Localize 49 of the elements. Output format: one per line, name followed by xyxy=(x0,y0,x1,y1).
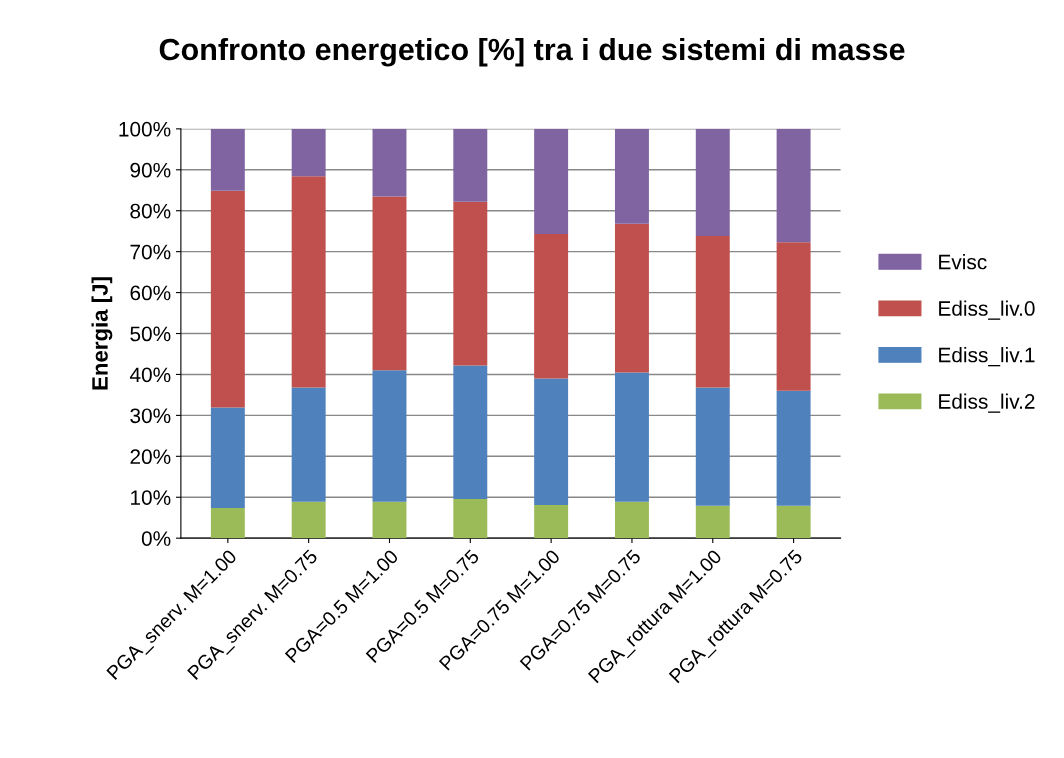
bar xyxy=(291,501,326,539)
bar xyxy=(776,128,811,243)
bar xyxy=(614,501,649,539)
bar xyxy=(372,501,407,539)
bar xyxy=(453,128,488,202)
y-tick-label: 100% xyxy=(119,121,171,137)
bar xyxy=(614,223,649,373)
bar xyxy=(372,370,407,502)
bar xyxy=(534,378,569,506)
bar xyxy=(695,236,730,388)
bar xyxy=(534,505,569,539)
y-tick-label: 30% xyxy=(130,408,171,424)
y-tick-label: 90% xyxy=(130,162,171,178)
y-tick-label: 40% xyxy=(129,367,171,383)
y-axis-title: Energia [J] xyxy=(91,277,113,390)
bar xyxy=(776,242,811,391)
bar xyxy=(695,128,730,237)
bar xyxy=(453,365,488,499)
y-tick-label: 70% xyxy=(130,244,171,260)
y-tick-label: 0% xyxy=(141,531,171,546)
bar xyxy=(210,190,245,408)
bar xyxy=(534,128,569,235)
bar xyxy=(372,128,407,197)
y-tick-label: 50% xyxy=(130,326,171,342)
chart-title: Confronto energetico [%] tra i due sistemi di masse xyxy=(159,37,905,67)
bar xyxy=(210,507,245,539)
bar xyxy=(534,234,569,379)
bar xyxy=(453,498,488,539)
bar xyxy=(291,128,326,177)
y-tick-label: 10% xyxy=(131,490,171,505)
bar xyxy=(614,372,649,502)
legend-label: Ediss_liv.2 xyxy=(939,393,1035,413)
legend-label: Ediss_liv.0 xyxy=(939,300,1035,320)
bar xyxy=(453,201,488,366)
bar xyxy=(210,128,245,191)
legend-label: Evisc xyxy=(939,254,987,270)
legend-label: Ediss_liv.1 xyxy=(939,347,1035,367)
bar xyxy=(695,387,730,506)
bar xyxy=(210,407,245,508)
bar xyxy=(776,390,811,506)
bar xyxy=(291,387,326,502)
bar xyxy=(372,196,407,371)
bar xyxy=(776,505,811,539)
y-tick-label: 80% xyxy=(130,203,171,219)
bar xyxy=(614,128,649,224)
bar xyxy=(695,505,730,539)
y-tick-label: 20% xyxy=(130,449,171,465)
bar xyxy=(291,176,326,388)
y-tick-label: 60% xyxy=(130,285,171,301)
